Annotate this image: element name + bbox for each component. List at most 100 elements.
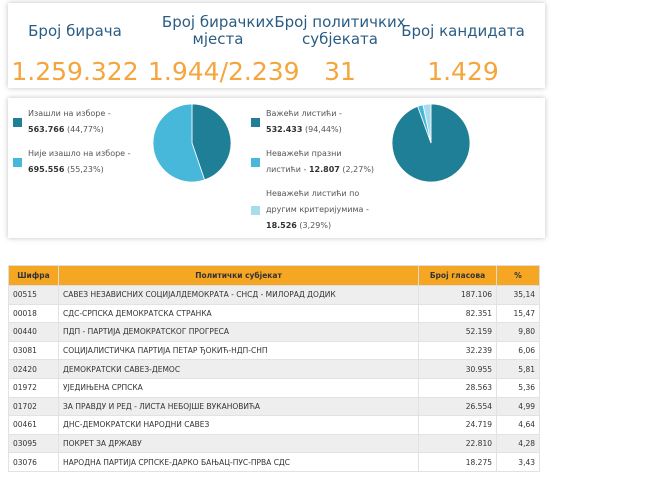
table-cell: 187.106 xyxy=(418,285,497,305)
table-cell: 00018 xyxy=(8,303,59,324)
table-cell: ДНС-ДЕМОКРАТСКИ НАРОДНИ САВЕЗ xyxy=(58,415,419,435)
table-cell: ДЕМОКРАТСКИ САВЕЗ-ДЕМОС xyxy=(58,359,419,379)
table-cell: 3,43 xyxy=(496,452,540,472)
legend-item: Неважећи празни листићи - 12.807 (2,27%) xyxy=(251,146,376,178)
legend-percent: (2,27%) xyxy=(342,165,375,174)
stat-value: 1.944/2.239 xyxy=(148,57,300,86)
table-row: 00461 ДНС-ДЕМОКРАТСКИ НАРОДНИ САВЕЗ 24.719… xyxy=(8,415,540,435)
legend-text: Изашли на изборе - 563.766 (44,77%) xyxy=(28,106,138,138)
stat: Број политичких субјеката 31 xyxy=(270,11,410,87)
table: Шифра Политички субјекат Број гласова% 0051… xyxy=(8,265,540,472)
legend-percent: (55,23%) xyxy=(66,165,104,174)
table-body: 00515 САВЕЗ НЕЗАВИСНИХ СОЦИЈАЛДЕМОКРАТА -… xyxy=(8,285,540,472)
table-cell: ПОКРЕТ ЗА ДРЖАВУ xyxy=(58,433,419,454)
table-cell: 5,81 xyxy=(496,359,540,379)
legend-swatch xyxy=(251,117,260,127)
legend-percent: (94,44%) xyxy=(304,125,342,134)
table-cell: 15,47 xyxy=(496,303,540,324)
table-cell: 22.810 xyxy=(418,433,497,454)
table-cell: 4,99 xyxy=(496,396,540,417)
table-cell: 5,36 xyxy=(496,377,540,398)
legend-label: Неважећи празни листићи - xyxy=(266,149,342,174)
legend-count: 695.556 xyxy=(28,165,65,174)
stat: Број бирачких мјеста 1.944/2.239 xyxy=(148,11,300,87)
table-cell: 03076 xyxy=(8,452,59,472)
stat-label: Број бирача xyxy=(28,21,122,40)
stat-value: 1.429 xyxy=(427,57,499,86)
table-row: 03081 СОЦИЈАЛИСТИЧКА ПАРТИЈА ПЕТАР ЂОКИЋ-… xyxy=(8,340,540,361)
table-cell: 35,14 xyxy=(496,285,540,305)
column-header: Политички субјекат xyxy=(58,265,419,286)
legend-item: Важећи листићи - 532.433 (94,44%) xyxy=(251,106,376,138)
table-cell: 9,80 xyxy=(496,322,540,342)
pie-slice xyxy=(422,103,432,144)
legend-item: Није изашло на изборе - 695.556 (55,23%) xyxy=(13,146,138,178)
table-cell: 28.563 xyxy=(418,377,497,398)
column-header: % xyxy=(496,265,540,286)
table-cell: 00515 xyxy=(8,285,59,305)
table-cell: 30.955 xyxy=(418,359,497,379)
header-row: Шифра Политички субјекат Број гласова% xyxy=(8,265,540,286)
table-row: 01702 ЗА ПРАВДУ И РЕД - ЛИСТА НЕБОЈШЕ ВУК… xyxy=(8,396,540,417)
pie-panel: Изашли на изборе - 563.766 (44,77%) Није … xyxy=(8,98,545,238)
table-cell: 32.239 xyxy=(418,340,497,361)
table-cell: 24.719 xyxy=(418,415,497,435)
table-row: 00440 ПДП - ПАРТИЈА ДЕМОКРАТСКОГ ПРОГРЕСА… xyxy=(8,322,540,342)
stat: Број кандидата 1.429 xyxy=(393,11,533,86)
column-header: Шифра xyxy=(8,265,59,286)
table-cell: 18.275 xyxy=(418,452,497,472)
table-row: 00515 САВЕЗ НЕЗАВИСНИХ СОЦИЈАЛДЕМОКРАТА -… xyxy=(8,285,540,305)
legend-swatch xyxy=(13,157,22,167)
legend-text: Неважећи листићи по другим критеријумима… xyxy=(266,186,376,234)
legend-label: Изашли на изборе - xyxy=(28,109,111,118)
table-cell: 4,28 xyxy=(496,433,540,454)
pie-chart xyxy=(152,103,232,183)
table-row: 03095 ПОКРЕТ ЗА ДРЖАВУ 22.810 4,28 xyxy=(8,433,540,454)
legend-item: Изашли на изборе - 563.766 (44,77%) xyxy=(13,106,138,138)
results-table: Шифра Политички субјекат Број гласова% 0051… xyxy=(8,265,540,492)
legend-count: 532.433 xyxy=(266,125,303,134)
legend-count: 563.766 xyxy=(28,125,65,134)
legend-swatch xyxy=(251,205,260,215)
stat-label: Број бирачких мјеста xyxy=(161,13,275,48)
legend: Важећи листићи - 532.433 (94,44%) Неважећ… xyxy=(251,106,376,242)
pie-slice xyxy=(152,103,206,183)
table-cell: 6,06 xyxy=(496,340,540,361)
pie-slice xyxy=(191,103,232,181)
table-row: 03076 НАРОДНА ПАРТИЈА СРПСКЕ-ДАРКО БАЊАЦ-… xyxy=(8,452,540,472)
legend-text: Није изашло на изборе - 695.556 (55,23%) xyxy=(28,146,138,178)
table-row: 00018 СДС-СРПСКА ДЕМОКРАТСКА СТРАНКА 82.35… xyxy=(8,303,540,324)
pie-chart xyxy=(391,103,471,183)
table-cell: 4,64 xyxy=(496,415,540,435)
legend-swatch xyxy=(13,117,22,127)
legend-label: Није изашло на изборе - xyxy=(28,149,131,158)
table-cell: 82.351 xyxy=(418,303,497,324)
stat-label: Број кандидата xyxy=(401,21,525,40)
legend-count: 12.807 xyxy=(308,165,340,174)
legend-label: Неважећи листићи по другим критеријумима… xyxy=(266,189,369,214)
table-cell: САВЕЗ НЕЗАВИСНИХ СОЦИЈАЛДЕМОКРАТА - СНСД… xyxy=(58,285,419,305)
column-header: Број гласова xyxy=(418,265,497,286)
legend-swatch xyxy=(251,157,260,167)
table-cell: 01972 xyxy=(8,377,59,398)
legend-text: Важећи листићи - 532.433 (94,44%) xyxy=(266,106,376,138)
table-cell: 00440 xyxy=(8,322,59,342)
table-cell: УЈЕДИЊЕНА СРПСКА xyxy=(58,377,419,398)
table-cell: 52.159 xyxy=(418,322,497,342)
legend-percent: (3,29%) xyxy=(299,221,332,230)
stat-label: Број политичких субјеката xyxy=(274,13,406,48)
table-cell: СОЦИЈАЛИСТИЧКА ПАРТИЈА ПЕТАР ЂОКИЋ-НДП-С… xyxy=(58,340,419,361)
legend-item: Неважећи листићи по другим критеријумима… xyxy=(251,186,376,234)
legend-text: Неважећи празни листићи - 12.807 (2,27%) xyxy=(266,146,376,178)
stat-value: 31 xyxy=(324,57,356,86)
legend-percent: (44,77%) xyxy=(66,125,104,134)
legend-count: 18.526 xyxy=(266,221,297,230)
table-cell: ПДП - ПАРТИЈА ДЕМОКРАТСКОГ ПРОГРЕСА xyxy=(58,322,419,342)
table-cell: 26.554 xyxy=(418,396,497,417)
table-cell: 03095 xyxy=(8,433,59,454)
table-cell: СДС-СРПСКА ДЕМОКРАТСКА СТРАНКА xyxy=(58,303,419,324)
stats-panel: Број бирача 1.259.322 Број бирачких мјеста… xyxy=(8,3,545,88)
stat: Број бирача 1.259.322 xyxy=(5,11,145,86)
table-cell: ЗА ПРАВДУ И РЕД - ЛИСТА НЕБОЈШЕ ВУКАНОВИ… xyxy=(58,396,419,417)
